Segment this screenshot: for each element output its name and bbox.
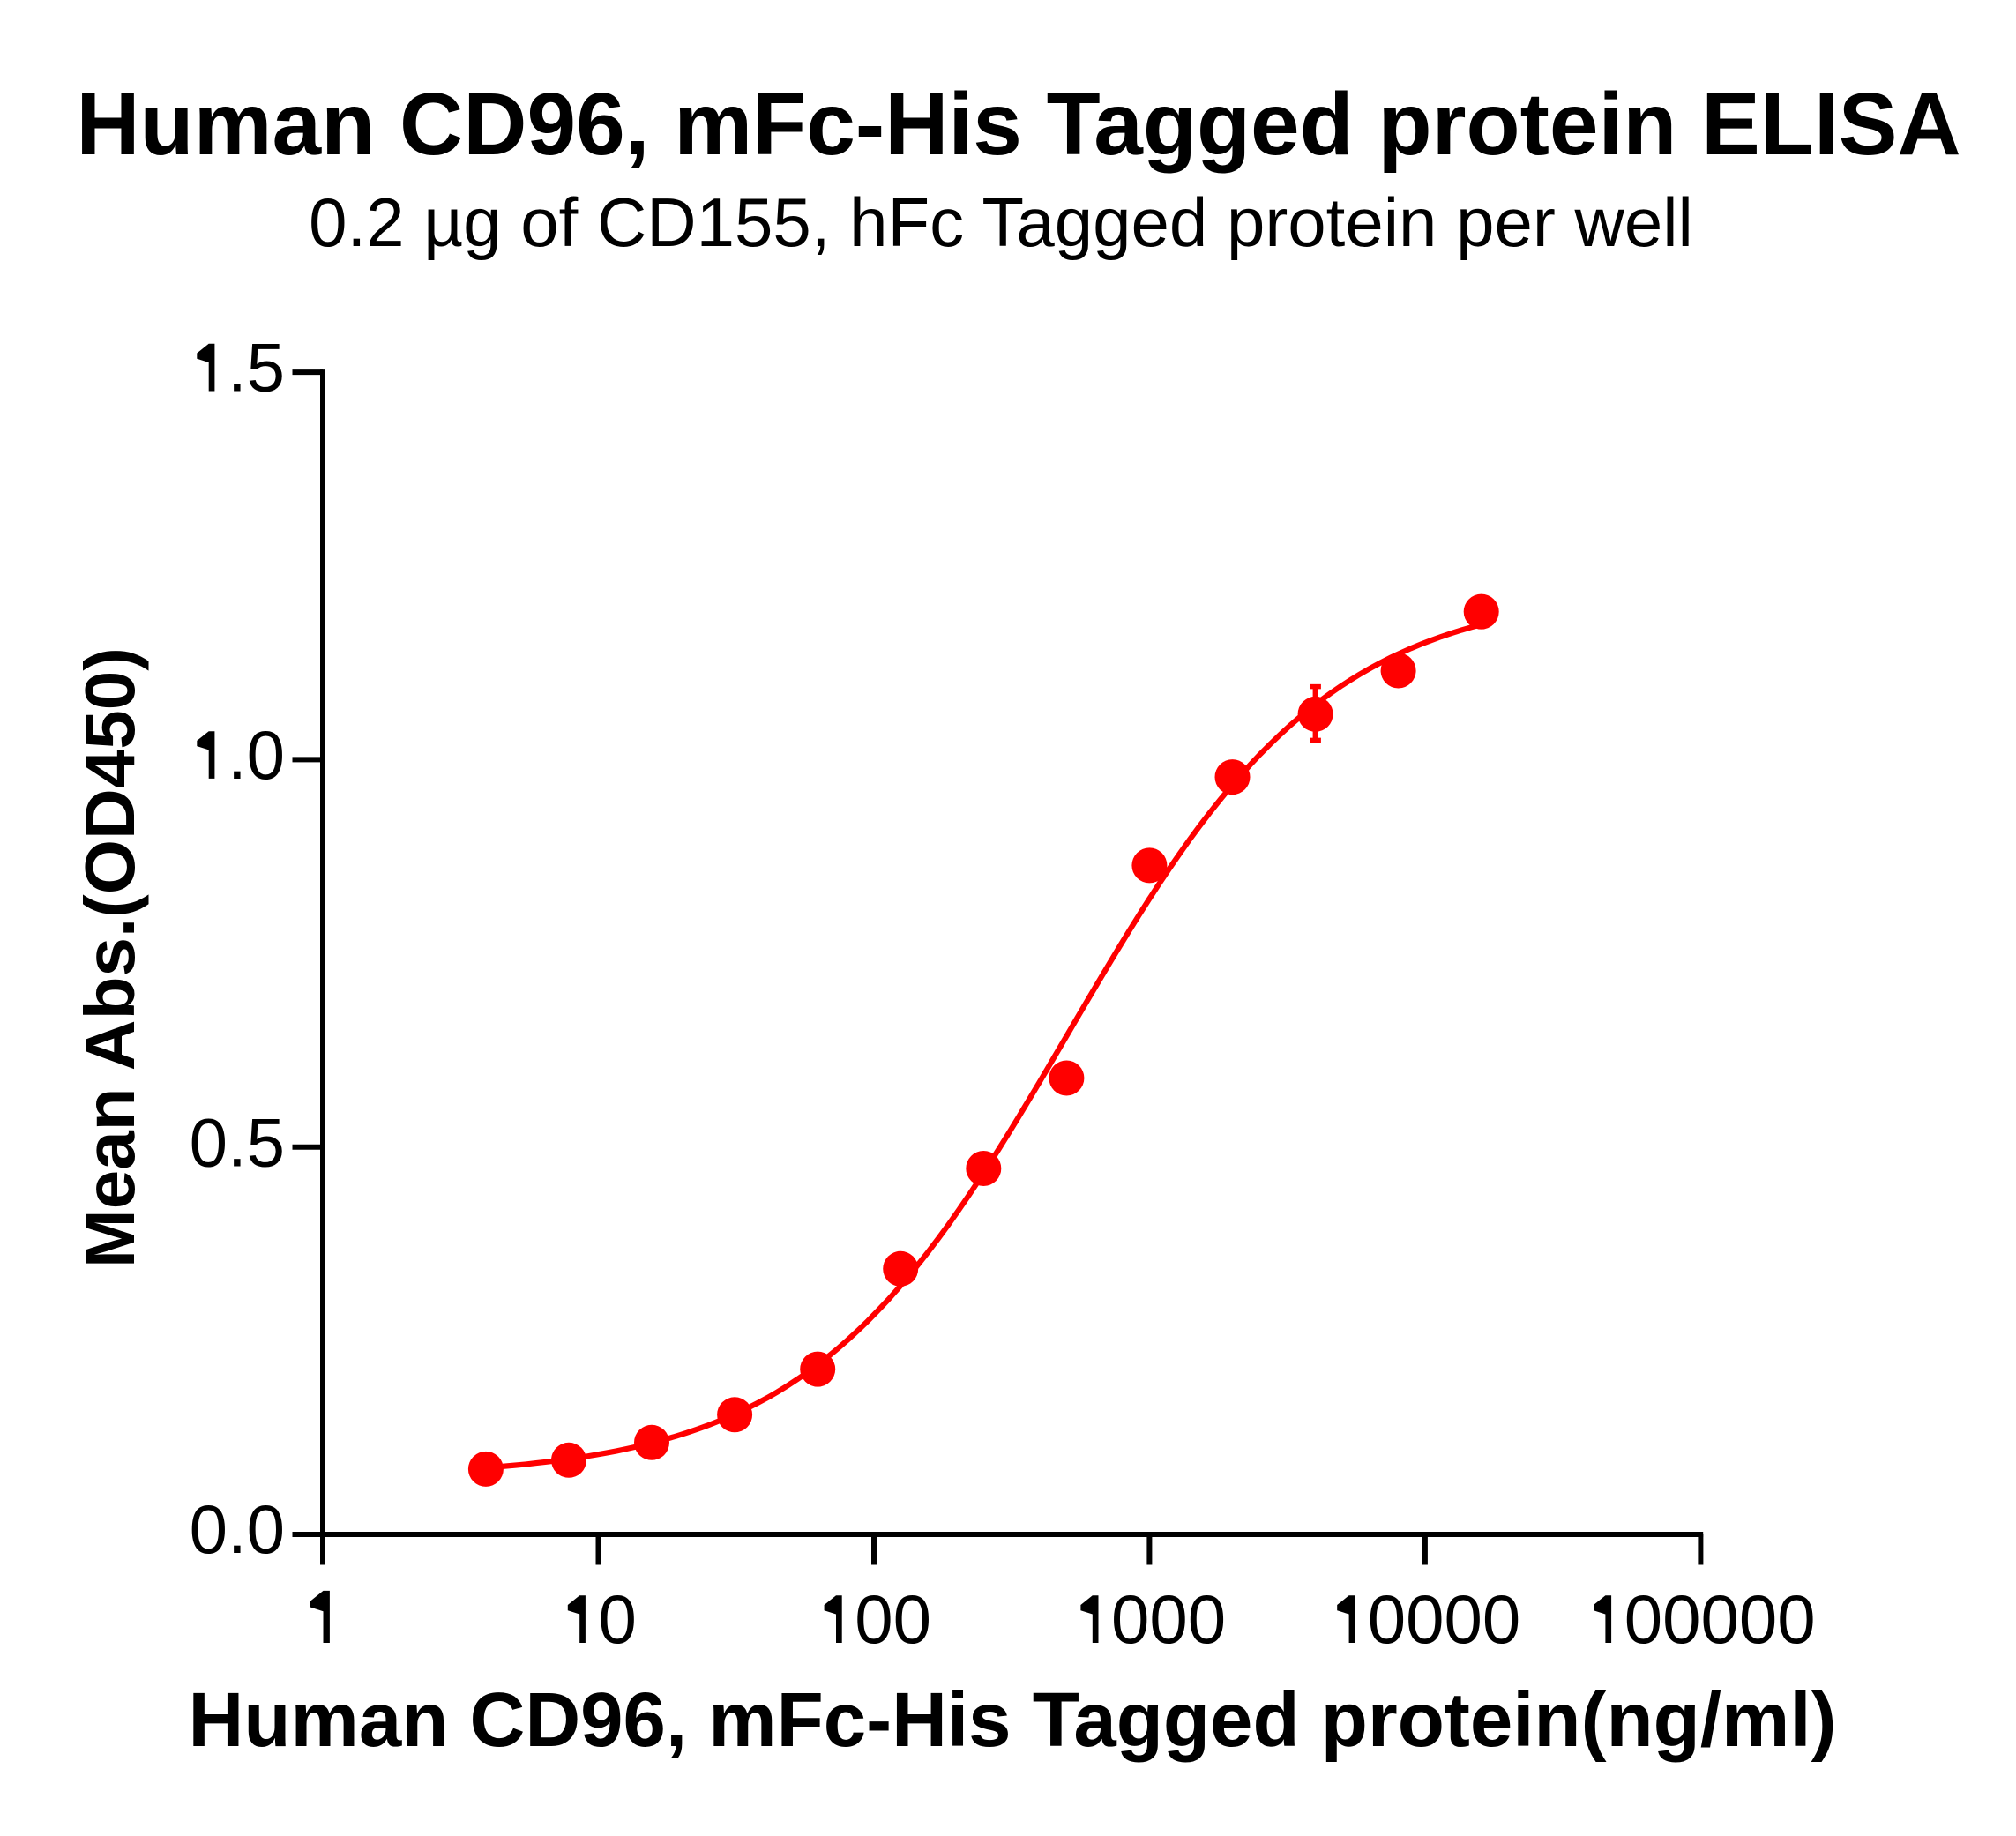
svg-text:0.2 µg of CD155, hFc Tagged pr: 0.2 µg of CD155, hFc Tagged protein per … [309,183,1693,261]
svg-text:0: 0 [599,1580,637,1658]
svg-text:000: 000 [1111,1580,1226,1658]
svg-text:Mean Abs.(OD450): Mean Abs.(OD450) [71,647,149,1268]
svg-text:.0: .0 [228,716,285,794]
svg-text:0000: 0000 [1368,1580,1521,1658]
svg-text:Human CD96, mFc-His Tagged pro: Human CD96, mFc-His Tagged protein(ng/ml… [188,1677,1836,1763]
svg-text:.5: .5 [228,329,285,407]
svg-text:Human CD96, mFc-His Tagged pro: Human CD96, mFc-His Tagged protein ELISA [76,75,1960,174]
svg-text:0.0: 0.0 [190,1490,285,1568]
svg-text:0.5: 0.5 [190,1103,285,1181]
svg-text:00: 00 [855,1580,931,1658]
svg-text:00000: 00000 [1624,1580,1816,1658]
